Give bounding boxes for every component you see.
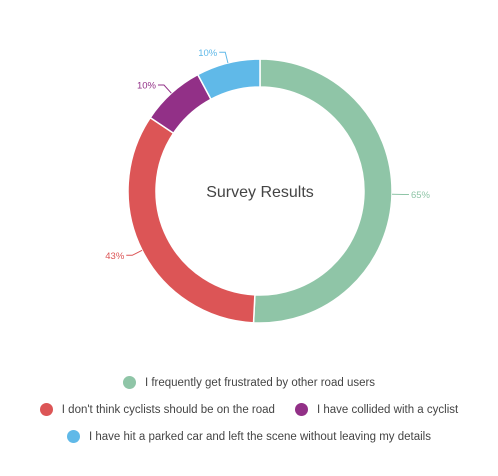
donut-chart: 65% 43% 10% 10% Survey Results xyxy=(105,48,431,324)
slice-1[interactable] xyxy=(127,116,256,324)
legend-swatch xyxy=(122,376,136,389)
leader-line-3 xyxy=(219,51,229,64)
legend-swatch xyxy=(294,403,308,416)
legend-row-2: I don't think cyclists should be on the … xyxy=(0,403,498,416)
slice-label-0: 65% xyxy=(411,190,431,201)
legend-label: I frequently get frustrated by other roa… xyxy=(144,376,376,389)
legend-label: I have hit a parked car and left the sce… xyxy=(88,430,431,443)
legend-swatch xyxy=(39,403,53,416)
legend-row-1: I frequently get frustrated by other roa… xyxy=(0,376,498,389)
slice-3[interactable] xyxy=(196,58,261,101)
slice-group xyxy=(127,58,393,324)
leader-line-1 xyxy=(126,249,143,256)
legend-swatch xyxy=(66,430,80,443)
legend-label: I have collided with a cyclist xyxy=(316,403,459,416)
legend-item[interactable]: I have collided with a cyclist xyxy=(294,403,459,416)
slice-label-2: 10% xyxy=(137,81,157,92)
legend-label: I don't think cyclists should be on the … xyxy=(61,403,275,416)
legend-row-3: I have hit a parked car and left the sce… xyxy=(0,430,498,443)
legend-item[interactable]: I have hit a parked car and left the sce… xyxy=(66,430,431,443)
legend-item[interactable]: I frequently get frustrated by other roa… xyxy=(122,376,376,389)
leader-line-2 xyxy=(157,84,172,94)
slice-label-3: 10% xyxy=(198,48,218,59)
label-group: 65% 43% 10% 10% xyxy=(105,48,430,262)
slice-label-1: 43% xyxy=(105,251,125,262)
legend-item[interactable]: I don't think cyclists should be on the … xyxy=(39,403,275,416)
chart-center-title: Survey Results xyxy=(206,184,314,201)
